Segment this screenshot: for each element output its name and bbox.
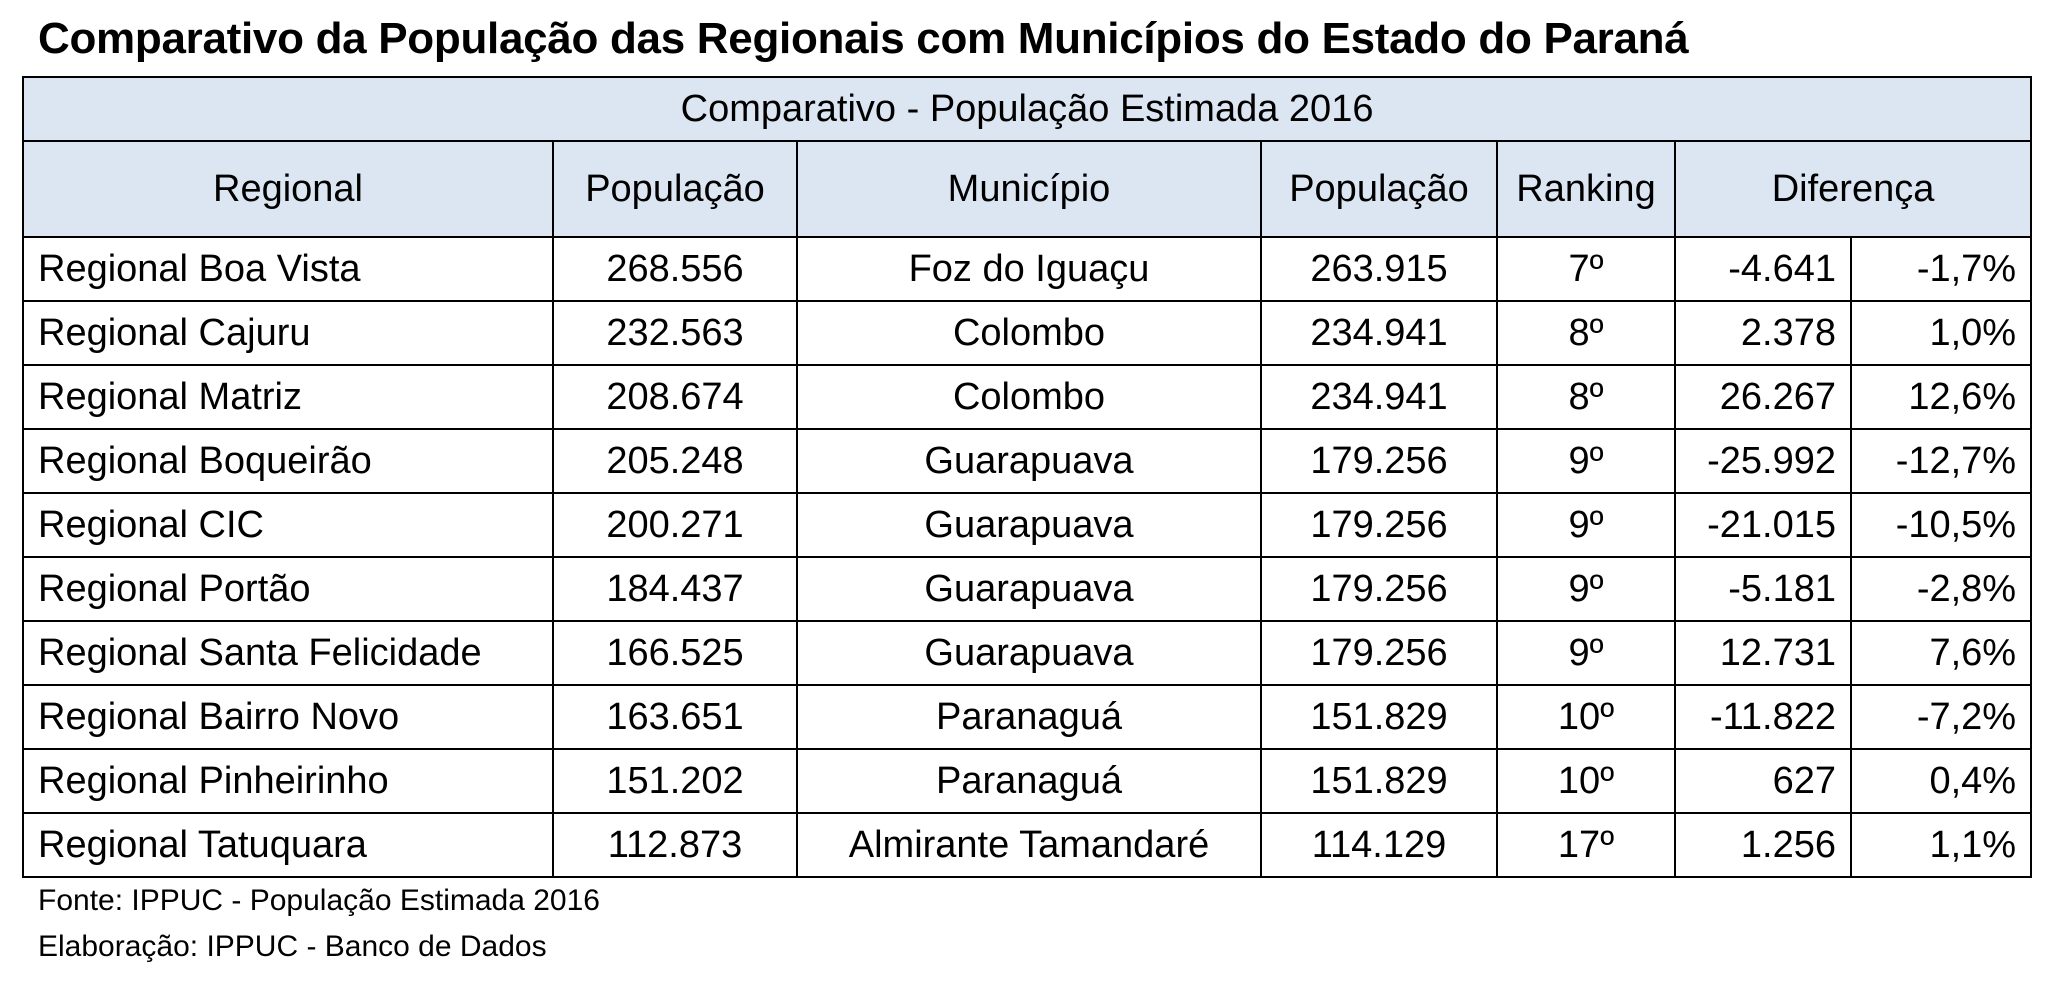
cell-regional: Regional Santa Felicidade [22,620,554,686]
cell-populacao-regional: 208.674 [552,364,798,430]
cell-diferenca-percentual: -2,8% [1849,556,2033,622]
cell-diferenca-percentual: 0,4% [1849,748,2033,814]
cell-populacao-municipio: 234.941 [1260,364,1498,430]
cell-populacao-regional: 163.651 [552,684,798,750]
cell-populacao-municipio: 179.256 [1260,556,1498,622]
cell-municipio: Colombo [796,364,1262,430]
source-note: Fonte: IPPUC - População Estimada 2016 [38,884,600,917]
header-populacao-regional: População [552,140,798,238]
table-row: Regional Portão 184.437 Guarapuava 179.256 9… [22,556,2033,622]
cell-municipio: Guarapuava [796,556,1262,622]
header-regional: Regional [22,140,554,238]
cell-populacao-regional: 205.248 [552,428,798,494]
cell-diferenca-absoluta: -4.641 [1674,236,1852,302]
cell-municipio: Almirante Tamandaré [796,812,1262,878]
cell-populacao-regional: 268.556 [552,236,798,302]
cell-diferenca-absoluta: 12.731 [1674,620,1852,686]
cell-ranking: 9º [1496,428,1676,494]
table-body: Regional Boa Vista 268.556 Foz do Iguaçu 26… [22,236,2033,878]
cell-diferenca-percentual: 7,6% [1849,620,2033,686]
cell-populacao-regional: 232.563 [552,300,798,366]
cell-regional: Regional Boa Vista [22,236,554,302]
cell-populacao-municipio: 234.941 [1260,300,1498,366]
cell-populacao-regional: 112.873 [552,812,798,878]
table-row: Regional CIC 200.271 Guarapuava 179.256 9º -2… [22,492,2033,558]
cell-diferenca-percentual: -10,5% [1849,492,2033,558]
cell-municipio: Guarapuava [796,428,1262,494]
cell-populacao-regional: 151.202 [552,748,798,814]
cell-ranking: 17º [1496,812,1676,878]
cell-diferenca-absoluta: 627 [1674,748,1852,814]
header-municipio: Município [796,140,1262,238]
cell-ranking: 10º [1496,684,1676,750]
cell-municipio: Guarapuava [796,492,1262,558]
cell-diferenca-percentual: 1,0% [1849,300,2033,366]
cell-populacao-regional: 200.271 [552,492,798,558]
cell-municipio: Foz do Iguaçu [796,236,1262,302]
table-row: Regional Pinheirinho 151.202 Paranaguá 151.… [22,748,2033,814]
cell-populacao-municipio: 263.915 [1260,236,1498,302]
cell-regional: Regional Boqueirão [22,428,554,494]
cell-diferenca-absoluta: -25.992 [1674,428,1852,494]
cell-diferenca-absoluta: -5.181 [1674,556,1852,622]
cell-municipio: Colombo [796,300,1262,366]
table-row: Regional Boa Vista 268.556 Foz do Iguaçu 26… [22,236,2033,302]
cell-ranking: 9º [1496,492,1676,558]
cell-municipio: Guarapuava [796,620,1262,686]
header-ranking: Ranking [1496,140,1676,238]
table-band-row: Comparativo - População Estimada 2016 [21,76,2033,142]
cell-populacao-municipio: 179.256 [1260,492,1498,558]
table-row: Regional Cajuru 232.563 Colombo 234.941 8º 2.… [22,300,2033,366]
cell-populacao-regional: 166.525 [552,620,798,686]
elaboration-note: Elaboração: IPPUC - Banco de Dados [38,930,547,963]
cell-diferenca-absoluta: 2.378 [1674,300,1852,366]
cell-diferenca-absoluta: 1.256 [1674,812,1852,878]
cell-ranking: 9º [1496,620,1676,686]
cell-diferenca-absoluta: 26.267 [1674,364,1852,430]
cell-populacao-municipio: 179.256 [1260,620,1498,686]
cell-ranking: 10º [1496,748,1676,814]
cell-diferenca-percentual: 1,1% [1849,812,2033,878]
cell-populacao-municipio: 179.256 [1260,428,1498,494]
cell-diferenca-percentual: -7,2% [1849,684,2033,750]
cell-populacao-municipio: 151.829 [1260,684,1498,750]
cell-diferenca-absoluta: -11.822 [1674,684,1852,750]
cell-populacao-municipio: 151.829 [1260,748,1498,814]
header-populacao-municipio: População [1260,140,1498,238]
cell-regional: Regional Portão [22,556,554,622]
cell-diferenca-percentual: 12,6% [1849,364,2033,430]
cell-diferenca-percentual: -1,7% [1849,236,2033,302]
cell-regional: Regional Pinheirinho [22,748,554,814]
cell-regional: Regional Bairro Novo [22,684,554,750]
cell-ranking: 8º [1496,300,1676,366]
cell-diferenca-absoluta: -21.015 [1674,492,1852,558]
cell-regional: Regional Tatuquara [22,812,554,878]
cell-ranking: 7º [1496,236,1676,302]
cell-ranking: 9º [1496,556,1676,622]
cell-ranking: 8º [1496,364,1676,430]
table-row: Regional Bairro Novo 163.651 Paranaguá 151.… [22,684,2033,750]
table-row: Regional Matriz 208.674 Colombo 234.941 8º 26… [22,364,2033,430]
cell-diferenca-percentual: -12,7% [1849,428,2033,494]
cell-regional: Regional CIC [22,492,554,558]
cell-regional: Regional Cajuru [22,300,554,366]
table-row: Regional Boqueirão 205.248 Guarapuava 179.2… [22,428,2033,494]
cell-populacao-regional: 184.437 [552,556,798,622]
comparison-table: Comparativo - População Estimada 2016 Re… [21,76,2033,878]
cell-populacao-municipio: 114.129 [1260,812,1498,878]
header-diferenca: Diferença [1673,140,2033,238]
cell-regional: Regional Matriz [22,364,554,430]
cell-municipio: Paranaguá [796,748,1262,814]
table-row: Regional Tatuquara 112.873 Almirante Taman… [22,812,2033,878]
page-title: Comparativo da População das Regionais c… [38,14,1689,63]
table-band-title: Comparativo - População Estimada 2016 [21,76,2033,142]
table-row: Regional Santa Felicidade 166.525 Guarapua… [22,620,2033,686]
table-header-row: Regional População Município População R… [22,140,2033,238]
cell-municipio: Paranaguá [796,684,1262,750]
